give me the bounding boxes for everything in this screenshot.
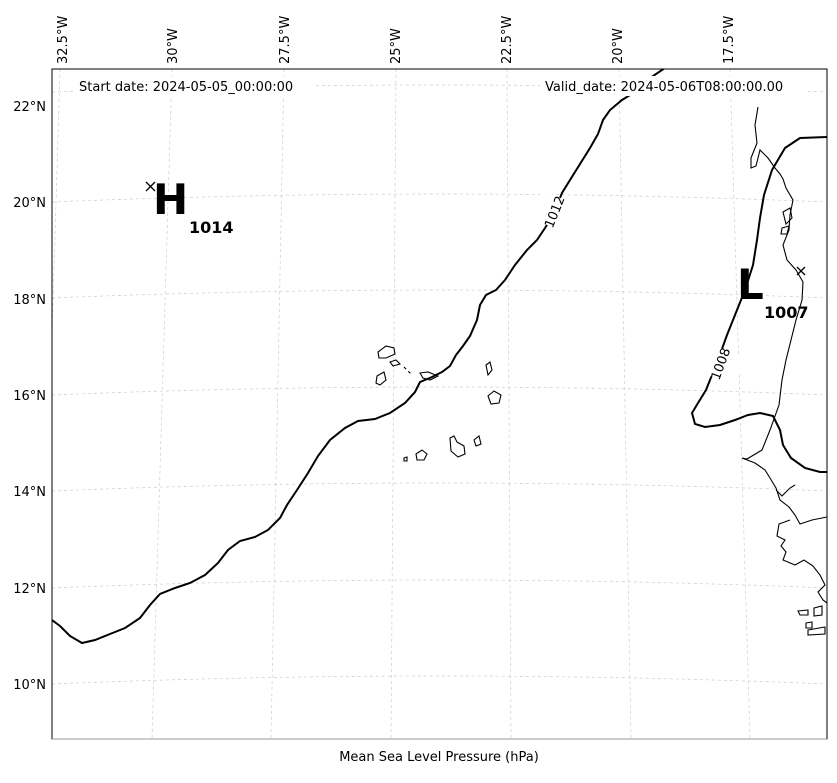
parallel-line — [52, 482, 827, 492]
coastal-island — [780, 225, 790, 235]
parallel-line — [52, 289, 827, 299]
meridian-line — [506, 69, 512, 739]
cape-verde-island — [375, 371, 387, 386]
african-coastline — [741, 106, 827, 525]
contour-label-mask — [697, 343, 745, 385]
lat-label: 12°N — [13, 582, 46, 597]
map-caption: Mean Sea Level Pressure (hPa) — [339, 750, 539, 765]
african-coastline — [775, 484, 796, 497]
lat-label: 22°N — [13, 100, 46, 115]
low-value: 1007 — [764, 303, 809, 322]
longitude-labels: 32.5°W 30°W 27.5°W 25°W 22.5°W 20°W 17.5… — [56, 16, 737, 64]
contour-label-mask — [530, 190, 580, 234]
lon-label: 25°W — [389, 28, 404, 64]
high-symbol: H — [153, 175, 188, 224]
lon-label: 17.5°W — [722, 16, 737, 64]
lon-label: 32.5°W — [56, 16, 71, 64]
low-symbol: L — [737, 260, 764, 309]
cape-verde-island — [377, 345, 396, 359]
start-date-box — [74, 76, 314, 96]
meridian-line — [729, 69, 751, 739]
lon-label: 22.5°W — [500, 16, 515, 64]
coastal-island — [805, 621, 813, 629]
lon-label: 27.5°W — [278, 16, 293, 64]
cape-verde-island — [485, 361, 493, 377]
isobars — [52, 69, 827, 645]
lat-label: 20°N — [13, 196, 46, 211]
start-date: Start date: 2024-05-05_00:00:00 — [79, 80, 293, 95]
lat-label: 16°N — [13, 389, 46, 404]
parallel-line — [52, 579, 827, 589]
coastal-island — [782, 207, 793, 226]
cape-verde-island — [403, 456, 408, 462]
low-center-marker — [796, 266, 806, 276]
pressure-centers: H 1014 L 1007 — [145, 175, 809, 322]
lon-label: 20°W — [611, 28, 626, 64]
african-coastline — [776, 519, 827, 604]
meridian-line — [270, 69, 285, 739]
cape-verde-island — [449, 435, 466, 458]
cape-verde-island — [389, 359, 402, 367]
high-center-marker — [145, 181, 156, 192]
parallel-line — [52, 193, 827, 203]
cape-verde-dash — [403, 366, 413, 376]
meridian-line — [618, 69, 632, 739]
lat-label: 18°N — [13, 293, 46, 308]
cape-verde-island — [419, 371, 440, 381]
cape-verde-island — [473, 435, 482, 447]
valid-date: Valid_date: 2024-05-06T08:00:00.00 — [545, 80, 783, 95]
high-value: 1014 — [189, 218, 234, 237]
parallel-line — [52, 386, 827, 396]
cape-verde-island — [415, 449, 428, 461]
coastal-island — [797, 609, 809, 616]
contour-labels: 1012 1008 — [530, 190, 745, 385]
map-background — [52, 69, 827, 739]
lat-label: 14°N — [13, 485, 46, 500]
isobar-1012 — [52, 69, 666, 645]
coastal-island — [813, 605, 823, 617]
meridian-line — [151, 69, 173, 739]
valid-date-box — [540, 76, 806, 96]
cape-verde-island — [487, 390, 502, 405]
coastal-island — [807, 626, 826, 636]
meridian-line — [390, 69, 397, 739]
parallel-line — [52, 675, 827, 685]
lat-label: 10°N — [13, 678, 46, 693]
isobar-1008 — [690, 136, 827, 473]
coastlines — [375, 106, 827, 636]
lon-label: 30°W — [166, 28, 181, 64]
latitude-labels: 22°N 20°N 18°N 16°N 14°N 12°N 10°N — [13, 100, 46, 693]
